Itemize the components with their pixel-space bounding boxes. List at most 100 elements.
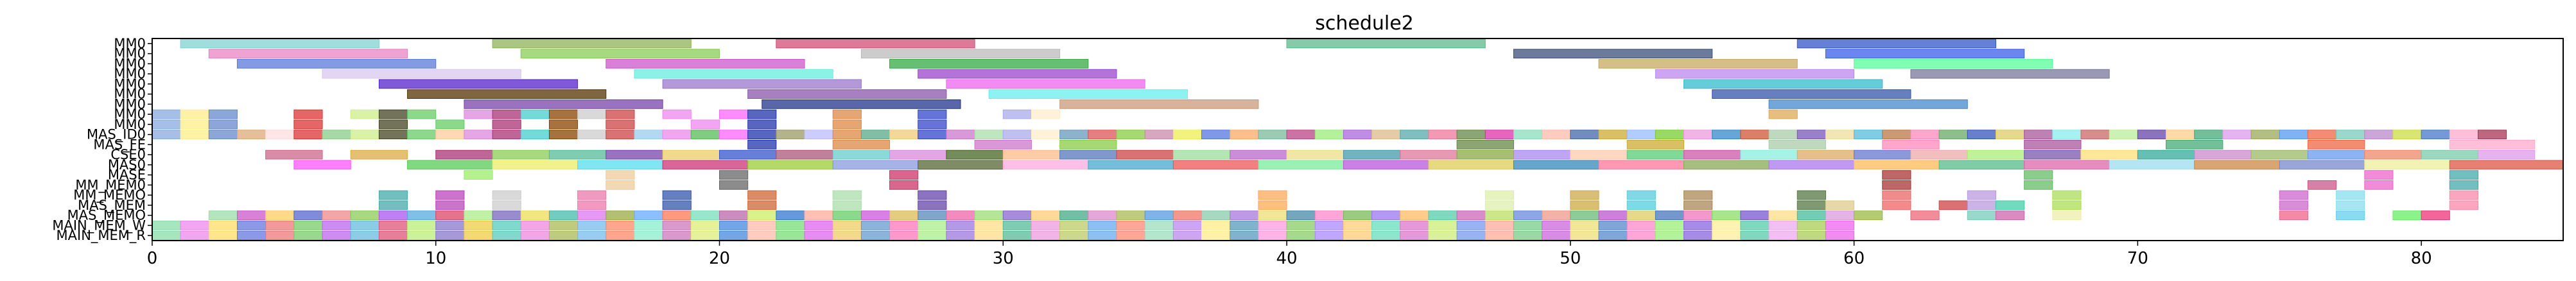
task-bar bbox=[634, 230, 663, 241]
task-bar bbox=[322, 130, 351, 139]
task-bar bbox=[1712, 221, 1741, 230]
task-bar bbox=[1343, 210, 1373, 220]
task-bar bbox=[719, 109, 749, 119]
task-bar bbox=[1116, 149, 1174, 160]
task-bar bbox=[1712, 210, 1741, 220]
task-bar bbox=[577, 130, 607, 139]
task-bar bbox=[1684, 130, 1713, 139]
task-bar bbox=[662, 109, 692, 119]
task-bar bbox=[690, 119, 720, 130]
task-bar bbox=[1002, 221, 1032, 230]
task-bar bbox=[1825, 200, 1855, 210]
task-bar bbox=[832, 190, 862, 200]
task-bar bbox=[2194, 160, 2280, 170]
task-bar bbox=[889, 210, 919, 220]
task-bar bbox=[1797, 190, 1826, 200]
task-bar bbox=[322, 230, 351, 241]
task-bar bbox=[1626, 221, 1656, 230]
task-bar bbox=[1938, 160, 2025, 170]
task-bar bbox=[492, 190, 521, 200]
task-bar bbox=[1059, 140, 1117, 149]
task-bar bbox=[634, 221, 663, 230]
task-bar bbox=[2307, 130, 2337, 139]
task-bar bbox=[1712, 230, 1741, 241]
task-bar bbox=[889, 130, 919, 139]
task-bar bbox=[1172, 130, 1203, 139]
task-bar bbox=[1144, 130, 1174, 139]
task-bar bbox=[889, 180, 919, 190]
task-bar bbox=[548, 109, 579, 119]
task-bar bbox=[832, 109, 862, 119]
task-bar bbox=[2336, 210, 2365, 220]
task-bar bbox=[180, 38, 379, 49]
task-bar bbox=[1230, 221, 1259, 230]
task-bar bbox=[605, 119, 635, 130]
task-bar bbox=[293, 119, 323, 130]
task-bar bbox=[1740, 210, 1770, 220]
task-bar bbox=[776, 149, 833, 160]
task-bar bbox=[180, 109, 209, 119]
task-bar bbox=[1258, 200, 1287, 210]
task-bar bbox=[577, 221, 607, 230]
chart-title: schedule2 bbox=[1315, 12, 1414, 35]
x-tick-label: 20 bbox=[709, 249, 730, 268]
task-bar bbox=[946, 221, 975, 230]
task-bar bbox=[378, 79, 579, 89]
task-bar bbox=[1513, 49, 1713, 58]
task-bar bbox=[2052, 130, 2082, 139]
task-bar bbox=[1570, 190, 1599, 200]
task-bar bbox=[832, 149, 891, 160]
task-bar bbox=[322, 210, 351, 220]
task-bar bbox=[747, 109, 777, 119]
task-bar bbox=[152, 230, 181, 241]
task-bar bbox=[237, 221, 266, 230]
y-tick-label: MM0 bbox=[114, 106, 146, 122]
task-bar bbox=[1854, 149, 1911, 160]
task-bar bbox=[2250, 149, 2308, 160]
task-bar bbox=[1967, 190, 1996, 200]
task-bar bbox=[1172, 221, 1203, 230]
task-bar bbox=[1768, 230, 1798, 241]
task-bar bbox=[520, 230, 550, 241]
task-bar bbox=[1343, 160, 1429, 170]
task-bar bbox=[322, 69, 521, 79]
task-bar bbox=[1031, 221, 1061, 230]
task-bar bbox=[1314, 210, 1344, 220]
task-bar bbox=[435, 210, 465, 220]
task-bar bbox=[1882, 140, 1940, 149]
task-bar bbox=[1484, 221, 1514, 230]
task-bar bbox=[1286, 38, 1486, 49]
task-bar bbox=[237, 230, 266, 241]
task-bar bbox=[1314, 230, 1344, 241]
task-bar bbox=[1882, 200, 1911, 210]
task-bar bbox=[1910, 69, 2110, 79]
task-bar bbox=[662, 79, 862, 89]
task-bar bbox=[293, 109, 323, 119]
task-bar bbox=[747, 221, 777, 230]
task-bar bbox=[1626, 140, 1685, 149]
task-bar bbox=[435, 130, 465, 139]
task-bar bbox=[1456, 230, 1486, 241]
task-bar bbox=[1116, 221, 1145, 230]
task-bar bbox=[1598, 59, 1798, 69]
task-bar bbox=[1059, 210, 1089, 220]
task-bar bbox=[577, 210, 607, 220]
task-bar bbox=[1570, 221, 1599, 230]
y-tick-label: MAS_MEMO bbox=[67, 208, 146, 224]
task-bar bbox=[1456, 130, 1486, 139]
task-bar bbox=[208, 109, 238, 119]
task-bar bbox=[605, 109, 635, 119]
task-bar bbox=[832, 140, 891, 149]
task-bar bbox=[378, 190, 408, 200]
task-bar bbox=[1031, 130, 1061, 139]
task-bar bbox=[1854, 130, 1883, 139]
task-bar bbox=[776, 130, 805, 139]
task-bar bbox=[1513, 130, 1543, 139]
task-bar bbox=[1768, 130, 1798, 139]
task-bar bbox=[152, 109, 181, 119]
task-bar bbox=[1286, 230, 1316, 241]
task-bar bbox=[378, 200, 408, 210]
x-tick-label: 30 bbox=[993, 249, 1014, 268]
task-bar bbox=[1343, 221, 1373, 230]
y-tick-label: MM_MEMO bbox=[73, 187, 146, 203]
